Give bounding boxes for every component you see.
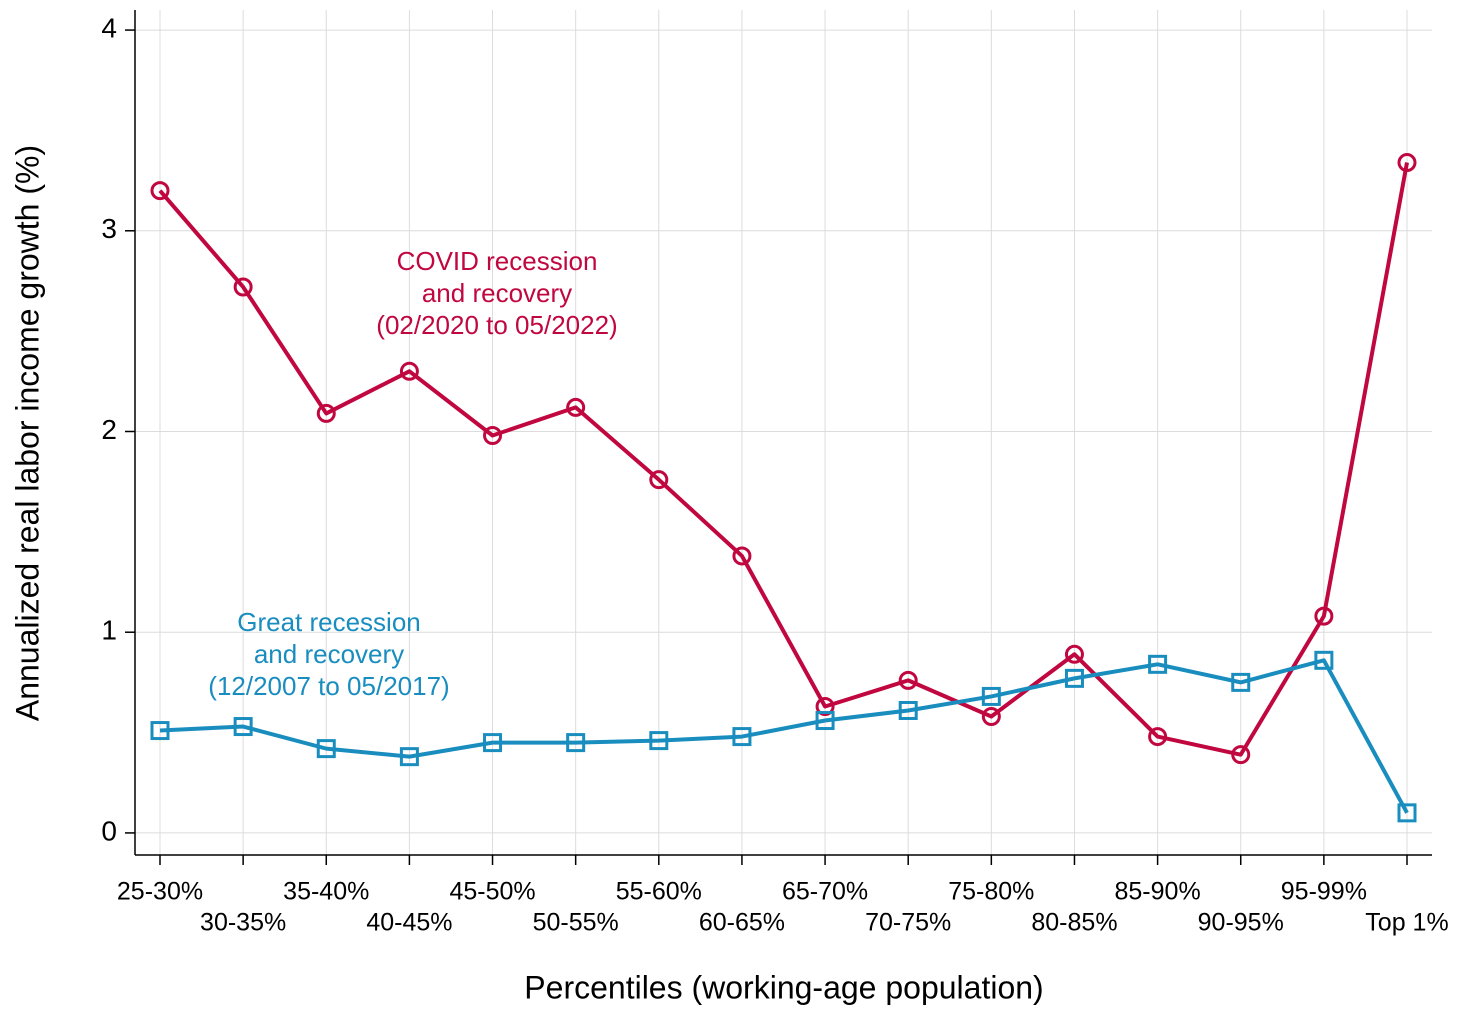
x-tick-label: 65-70% xyxy=(782,878,868,906)
point xyxy=(483,733,503,753)
x-tick-label: Top 1% xyxy=(1365,909,1448,937)
point xyxy=(815,711,835,731)
point xyxy=(649,731,669,751)
point xyxy=(732,727,752,747)
x-tick-label: 85-90% xyxy=(1115,878,1201,906)
x-tick-label: 35-40% xyxy=(283,878,369,906)
point xyxy=(815,696,835,716)
x-axis-title: Percentiles (working-age population) xyxy=(524,969,1043,1005)
point xyxy=(1231,745,1251,765)
point xyxy=(399,361,419,381)
x-tick-label: 40-45% xyxy=(366,909,452,937)
y-tick-label: 3 xyxy=(101,213,117,244)
x-tick-label: 95-99% xyxy=(1281,878,1367,906)
point xyxy=(483,426,503,446)
x-tick-label: 45-50% xyxy=(449,878,535,906)
x-tick-label: 50-55% xyxy=(533,909,619,937)
point xyxy=(1397,153,1417,173)
x-tick-label: 60-65% xyxy=(699,909,785,937)
point xyxy=(1231,672,1251,692)
x-tick-label: 75-80% xyxy=(948,878,1034,906)
point xyxy=(1148,727,1168,747)
point xyxy=(1397,803,1417,823)
point xyxy=(1314,650,1334,670)
point xyxy=(566,397,586,417)
x-tick-label: 70-75% xyxy=(865,909,951,937)
point xyxy=(1064,668,1084,688)
x-tick-label: 90-95% xyxy=(1198,909,1284,937)
point xyxy=(150,181,170,201)
x-tick-label: 55-60% xyxy=(616,878,702,906)
x-tick-label: 25-30% xyxy=(117,878,203,906)
series-label: (12/2007 to 05/2017) xyxy=(208,671,449,701)
series-label: Great recession xyxy=(237,607,421,637)
point xyxy=(1064,644,1084,664)
point xyxy=(898,670,918,690)
point xyxy=(1314,606,1334,626)
series-label: and recovery xyxy=(254,639,404,669)
series-label: COVID recession xyxy=(397,246,598,276)
point xyxy=(399,747,419,767)
y-tick-label: 1 xyxy=(101,615,117,646)
series-label: (02/2020 to 05/2022) xyxy=(376,310,617,340)
point xyxy=(898,700,918,720)
x-tick-label: 80-85% xyxy=(1031,909,1117,937)
point xyxy=(150,721,170,741)
point xyxy=(649,470,669,490)
y-tick-label: 4 xyxy=(101,12,117,43)
point xyxy=(316,403,336,423)
point xyxy=(316,739,336,759)
point xyxy=(1148,654,1168,674)
y-tick-label: 2 xyxy=(101,414,117,445)
point xyxy=(732,546,752,566)
x-tick-label: 30-35% xyxy=(200,909,286,937)
series-label: and recovery xyxy=(422,278,572,308)
point xyxy=(566,733,586,753)
point xyxy=(233,277,253,297)
point xyxy=(233,717,253,737)
series-line xyxy=(159,658,1409,814)
y-tick-label: 0 xyxy=(101,815,117,846)
point xyxy=(981,686,1001,706)
y-axis-title: Annualized real labor income growth (%) xyxy=(9,145,45,721)
series-line xyxy=(158,162,1409,757)
point xyxy=(981,707,1001,727)
